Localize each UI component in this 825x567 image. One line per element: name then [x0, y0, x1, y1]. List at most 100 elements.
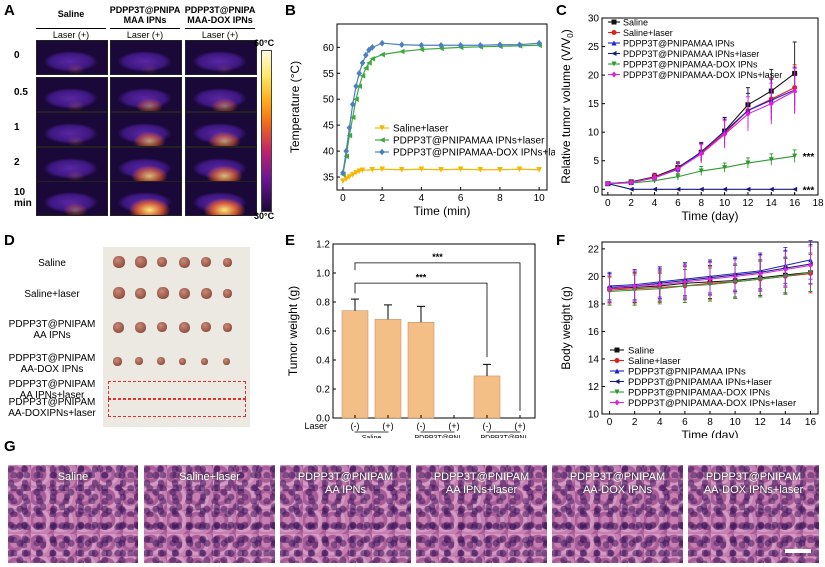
- y-tick-label: 10: [588, 410, 600, 421]
- data-point: [722, 186, 728, 192]
- tumor-row-label: PDPP3T@PNIPAM AA-DOXIPNs+laser: [8, 397, 96, 419]
- histology-label: PDPP3T@PNIPAM AA-DOX IPNs: [569, 471, 666, 496]
- data-point: [768, 157, 774, 163]
- y-tick-label: 5: [593, 156, 599, 167]
- histology-ipns-laser: PDPP3T@PNIPAM AA IPNs+laser: [416, 465, 547, 563]
- x-tick-label: 8: [497, 193, 503, 204]
- legend-marker: [379, 137, 385, 143]
- x-tick-label: 0: [607, 417, 613, 428]
- colorbar-max-label: 60°C: [254, 38, 275, 48]
- x-axis-label: Time (day): [682, 209, 739, 223]
- y-tick-label: 30: [588, 14, 600, 25]
- data-point: [343, 147, 350, 155]
- x-tick-label: 12: [755, 417, 767, 428]
- data-point: [343, 176, 350, 182]
- tumor-sample: [157, 322, 167, 332]
- histology-label: PDPP3T@PNIPAM AA-DOX IPNs+laser: [703, 471, 804, 496]
- data-point: [497, 41, 503, 49]
- legend-label: PDPP3T@PNIPAMAA-DOX IPNs+laser: [393, 148, 555, 159]
- histology-dox-ipns: PDPP3T@PNIPAM AA-DOX IPNs: [552, 465, 683, 563]
- tumor-sample: [113, 321, 124, 333]
- thermal-image: [110, 147, 182, 182]
- laser-label: Laser: [304, 421, 327, 431]
- data-point: [379, 39, 385, 47]
- data-point: [792, 88, 798, 95]
- tumor-sample: [201, 257, 211, 267]
- legend-marker: [611, 61, 617, 67]
- data-point: [682, 279, 688, 285]
- x-tick-label: 2: [628, 198, 634, 209]
- data-point: [369, 44, 376, 51]
- laser-label: Laser (+): [36, 28, 106, 40]
- data-point: [363, 65, 369, 71]
- panel-label-a: A: [4, 2, 15, 19]
- time-row-label: 2: [14, 157, 20, 168]
- legend-marker: [611, 51, 617, 56]
- thermal-image: [36, 112, 108, 147]
- data-point: [768, 186, 774, 192]
- bar: [374, 319, 402, 419]
- data-point: [359, 59, 366, 67]
- thermal-colorbar: [261, 50, 272, 212]
- data-point: [356, 168, 362, 175]
- y-axis-label: Tumor weight (g): [286, 286, 300, 376]
- x-tick-label: 6: [682, 417, 688, 428]
- data-point: [343, 153, 350, 160]
- x-tick-label: 4: [419, 193, 425, 204]
- data-point: [732, 273, 738, 280]
- data-point: [536, 166, 542, 173]
- group-label: PDPP3T@PNI: [414, 435, 460, 438]
- data-point: [369, 166, 376, 173]
- data-point: [698, 150, 704, 157]
- legend-label: PDPP3T@PNIPAMAA-DOX IPNs+laser: [628, 398, 796, 409]
- data-point: [346, 132, 353, 139]
- laser-label: Laser (+): [185, 28, 255, 40]
- data-point: [745, 186, 751, 192]
- colorbar-min-label: 30°C: [254, 211, 275, 221]
- tumor-sample: [201, 287, 212, 299]
- data-point: [418, 166, 425, 173]
- data-point: [698, 168, 704, 174]
- y-tick-label: 22: [588, 244, 600, 255]
- histology-saline-laser: Saline+laser: [144, 465, 275, 563]
- data-point: [457, 166, 464, 173]
- legend-marker: [379, 125, 385, 131]
- y-tick-label: 0.2: [316, 385, 330, 396]
- x-axis-label: Time (min): [414, 204, 471, 218]
- data-point: [477, 166, 484, 173]
- legend-label: PDPP3T@PNIPAMAA-DOX IPNs: [623, 60, 758, 70]
- tumor-sample: [157, 257, 167, 267]
- panel-label-f: F: [556, 232, 566, 249]
- tumor-sample: [179, 321, 190, 333]
- y-tick-label: 55: [323, 69, 335, 80]
- panel-c-tumor-volume-chart: 0 2 4 6 8 10 12 14 16 18 0 5 10 15 20 25 30 Time (day) Rel…: [559, 14, 824, 224]
- legend-label: Saline: [628, 346, 654, 357]
- x-tick-label: 8: [707, 417, 713, 428]
- tumor-row-label: Saline+laser: [24, 289, 80, 300]
- tumor-row-label: PDPP3T@PNIPAM AA IPNs+laser: [8, 379, 96, 401]
- data-point: [366, 60, 372, 66]
- data-point: [398, 41, 405, 49]
- panel-label-c: C: [556, 2, 567, 19]
- panel-f-body-weight-chart: 0 2 4 6 8 10 12 14 16 10 12 14 16 18 20 22 Time (day) Bod…: [559, 240, 819, 438]
- legend-marker: [614, 399, 620, 406]
- x-tick-label: 0: [340, 193, 346, 204]
- data-point: [757, 270, 763, 277]
- data-point: [516, 41, 523, 49]
- y-tick-label: 1.2: [316, 240, 330, 251]
- group-label: PDPP3T@PNI: [480, 435, 526, 438]
- data-point: [768, 100, 774, 107]
- tumor-row-label: Saline: [38, 258, 66, 269]
- laser-label: Laser (+): [110, 28, 180, 40]
- data-point: [398, 48, 405, 55]
- y-axis-label: Temperature (°C): [288, 61, 302, 153]
- thermal-column-header: PDPP3T@PNIPA MAA-DOX IPNs: [184, 5, 256, 25]
- data-point: [398, 166, 405, 173]
- thermal-image: [185, 181, 257, 216]
- data-point: [628, 179, 634, 186]
- x-tick-label: 2: [379, 193, 385, 204]
- bar-laser-label: (-): [483, 421, 492, 431]
- legend-label: PDPP3T@PNIPAMAA-DOX IPNs+laser: [623, 70, 782, 80]
- data-point: [457, 41, 464, 49]
- tumor-sample: [179, 287, 190, 299]
